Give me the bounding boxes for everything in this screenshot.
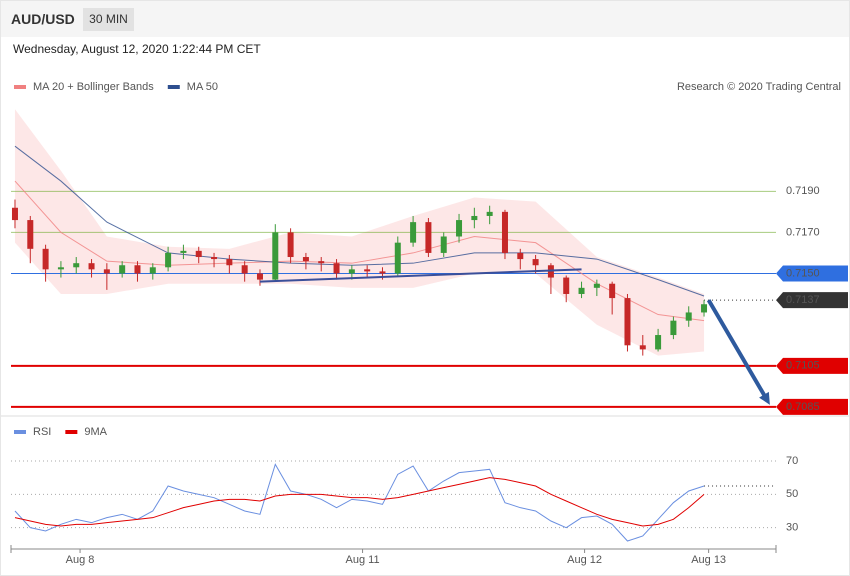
candle-body — [57, 267, 64, 270]
trendline — [259, 268, 582, 283]
level-label: 0.7137 — [786, 294, 820, 306]
legend-swatch — [14, 430, 26, 434]
rsi-line — [14, 463, 705, 542]
candle-body — [180, 250, 187, 253]
candle-body — [593, 283, 600, 288]
candle-body — [134, 265, 141, 274]
candle-body — [287, 232, 294, 258]
x-tick-label: Aug 13 — [691, 554, 726, 566]
level-label: 0.7170 — [786, 226, 820, 238]
candle-body — [272, 232, 279, 280]
candle-body — [226, 259, 233, 266]
candle-body — [11, 207, 18, 221]
candle-body — [440, 236, 447, 253]
candle-body — [609, 283, 616, 299]
candle-body — [655, 335, 662, 350]
candle-body — [211, 257, 218, 260]
candle-body — [73, 263, 80, 268]
candle-body — [394, 242, 401, 274]
level-label: 0.7190 — [786, 185, 820, 197]
candle-body — [532, 259, 539, 266]
symbol: AUD/USD — [11, 11, 75, 27]
candle-body — [670, 320, 677, 336]
candle-body — [103, 269, 110, 274]
candle-body — [119, 265, 126, 274]
candle-body — [318, 261, 325, 264]
candle-body — [578, 287, 585, 294]
level-label: 0.7105 — [786, 360, 820, 372]
candle-body — [517, 252, 524, 260]
legend-swatch — [65, 430, 78, 434]
candle-body — [624, 298, 631, 346]
level-label: 0.7150 — [786, 267, 820, 279]
candle-body — [195, 250, 202, 258]
y-tick-label: 50 — [786, 488, 798, 500]
forecast-arrow — [706, 299, 768, 399]
timeframe[interactable]: 30 MIN — [83, 8, 134, 31]
legend-label: 9MA — [84, 426, 107, 438]
legend-label: RSI — [33, 426, 51, 438]
level-tag — [776, 292, 848, 309]
arrow-head — [759, 391, 770, 405]
candle-body — [379, 271, 386, 274]
candle-body — [471, 215, 478, 221]
legend-swatch — [14, 85, 26, 89]
candle-body — [486, 211, 493, 216]
header-bar: AUD/USD 30 MIN — [1, 1, 849, 37]
copyright: Research © 2020 Trading Central — [677, 81, 841, 93]
candle-body — [256, 273, 263, 280]
candle-body — [333, 263, 340, 274]
candle-body — [410, 222, 417, 243]
candle-body — [42, 248, 49, 270]
rsi-line — [14, 477, 705, 527]
candle-body — [27, 220, 34, 249]
candle-body — [149, 267, 156, 274]
legend-swatch — [167, 85, 180, 89]
candle-body — [456, 220, 463, 237]
candle-body — [501, 211, 508, 253]
moving-average — [14, 145, 705, 297]
candle-body — [701, 304, 708, 313]
x-tick-label: Aug 8 — [66, 554, 95, 566]
candle-body — [639, 345, 646, 350]
level-label: 0.7085 — [786, 401, 820, 413]
candle-body — [241, 265, 248, 274]
candle-body — [425, 222, 432, 253]
level-tag — [776, 357, 848, 374]
x-tick-label: Aug 12 — [567, 554, 602, 566]
candle-body — [364, 269, 371, 272]
legend-label: MA 20 + Bollinger Bands — [33, 81, 154, 93]
legend-label: MA 50 — [187, 81, 218, 93]
candle-body — [685, 312, 692, 321]
candle-body — [348, 269, 355, 274]
candle-body — [165, 252, 172, 268]
x-tick-label: Aug 11 — [346, 554, 380, 566]
candle-body — [302, 257, 309, 262]
level-tag — [776, 265, 848, 282]
y-tick-label: 30 — [786, 522, 798, 534]
level-tag — [776, 398, 848, 415]
date: Wednesday, August 12, 2020 1:22:44 PM CE… — [13, 42, 261, 56]
candle-body — [563, 277, 570, 294]
y-tick-label: 70 — [786, 455, 798, 467]
candle-body — [88, 263, 95, 270]
